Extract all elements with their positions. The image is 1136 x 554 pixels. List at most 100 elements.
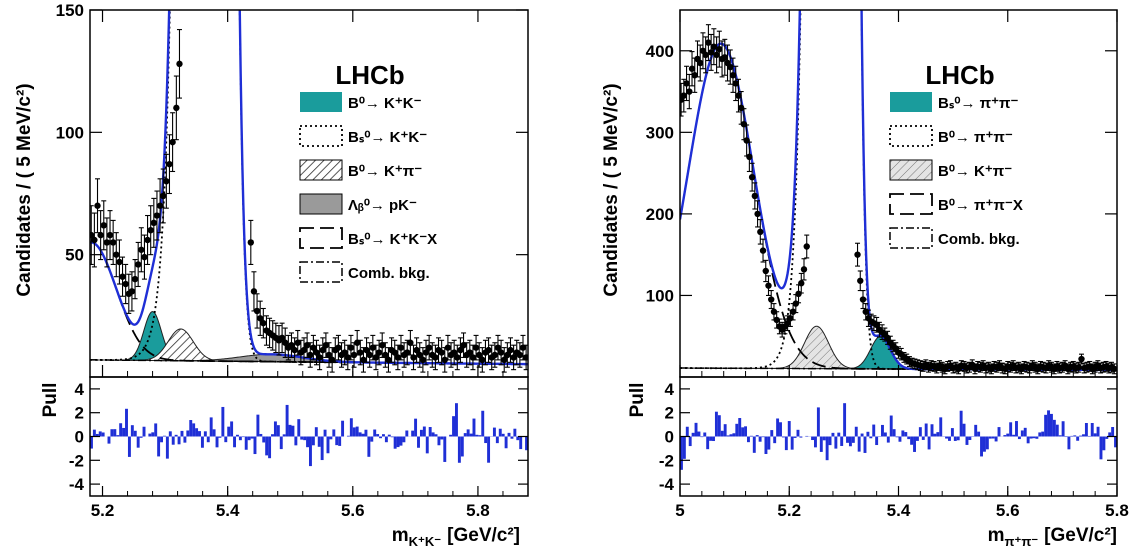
left-legend-swatch [299,159,343,181]
left-pull-bar [209,417,213,437]
right-pull-tick-label: 2 [665,404,674,423]
left-pull-bar [352,427,356,437]
left-pull-bar [215,436,219,448]
left-pull-bar [98,431,102,437]
right-data-point [759,238,767,263]
right-pull-bar [793,436,797,438]
right-pull-bar [854,426,858,437]
left-tick-labels: 5.2 5.4 5.6 5.8 50 100 150 -4 -2 0 2 4 [56,1,529,520]
right-pull-bar [915,436,919,441]
left-total-fit [90,10,528,366]
left-data-point [131,259,139,300]
right-pull-bar [752,436,756,453]
left-data-point [260,307,267,339]
right-x-tick-label: 5.6 [996,501,1020,520]
right-pull-bar [921,436,925,440]
right-pull-bar [732,433,736,437]
left-data-point [501,347,508,373]
right-pull-bar [723,424,727,437]
right-pull-bar [811,436,815,441]
right-pull-bar [1012,434,1016,437]
left-data-point [150,197,158,248]
left-pull-bar [507,432,511,437]
right-pull-bar [985,436,989,450]
right-pull-bar [939,417,943,437]
right-pull-bar [988,436,992,439]
right-data-point [716,30,723,68]
left-data-point [385,347,392,373]
left-data-point [469,344,477,371]
left-data-point [94,178,101,234]
left-pull-tick-label: -4 [69,475,85,494]
right-pull-bar [1087,435,1091,437]
right-pull-bar [994,436,998,442]
left-pull-bar [382,434,385,437]
left-data-point [357,339,364,366]
left-pull-bar [317,436,321,447]
left-pull-bar [364,429,368,437]
left-pull-bar [148,433,152,437]
left-pull-bar [460,436,464,457]
left-pull-bar [177,436,181,445]
right-pull-bar [997,427,1001,437]
left-main-plot [90,10,528,373]
left-pull-bar [361,433,365,437]
left-pull-bar [396,436,400,448]
left-pull-bar [513,428,517,437]
left-pull-bar [306,436,309,448]
right-data-point [694,40,701,78]
left-pull-bar [218,436,222,438]
right-component-dotted [680,10,1117,371]
left-pull-bar [525,436,528,451]
right-pull-bar [819,436,823,452]
right-pull-bar [691,432,695,437]
left-data-point [372,344,380,371]
left-component-comb [90,359,528,365]
left-y-tick-label: 150 [56,1,84,20]
right-pull-bar [834,436,838,449]
left-pull-bar [457,436,461,463]
right-pull-bar [936,432,940,437]
left-pull-bar [309,436,312,467]
left-data-point [335,334,342,361]
left-pull-bar [434,434,438,437]
left-lhcb-label: LHCb [335,60,404,90]
right-pull-bar [706,436,710,450]
left-legend-swatch [299,227,343,249]
left-pull-bar [399,436,403,446]
right-pull-bar [741,427,745,437]
left-pull-bar [160,436,163,443]
left-pull-bar [370,436,374,442]
right-pull-bar [851,436,855,443]
left-data-point [256,300,264,336]
right-pull-bar [898,436,902,442]
right-data-point [683,65,690,102]
right-pull-bar [1047,410,1050,437]
left-data-point [303,332,311,358]
left-data-point [419,347,427,373]
left-data-point [504,342,511,368]
right-tick-labels: 5 5.2 5.4 5.6 5.8 100 200 300 400 -4 -2 0 2 4 [646,10,1129,520]
right-pull-bar [1020,430,1024,437]
left-data-point [291,337,298,363]
left-data-point [160,168,167,224]
left-pull-bar [230,421,234,437]
left-pull-bar [92,429,96,437]
left-data-point [122,263,129,305]
right-data-point [721,38,728,76]
right-legend-entry: Comb. bkg. [889,227,1020,249]
right-pull-bar [779,422,782,437]
right-pull-bar [764,436,768,454]
left-data-point [382,342,389,368]
right-pull-bar [872,424,876,437]
left-pull-tick-label: 4 [75,380,85,399]
right-legend-swatch [889,227,933,249]
right-pull-plot [680,403,1117,470]
right-pull-bar [790,436,794,450]
left-data-point [338,342,345,368]
left-pull-bar [271,434,274,437]
left-pull-bar [250,436,254,439]
right-pull-bar [1038,432,1042,437]
right-data-point [688,51,696,87]
left-pull-bar [294,436,298,446]
